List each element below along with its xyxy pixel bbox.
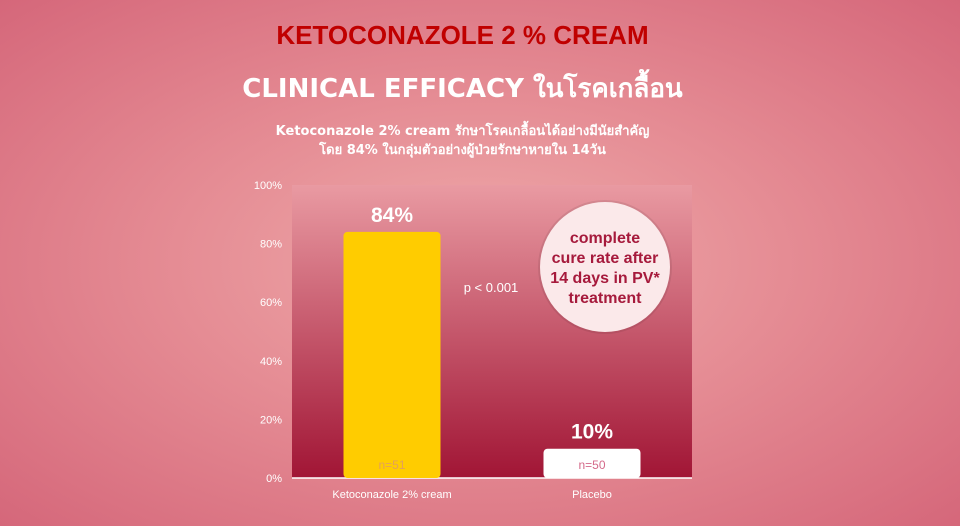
- y-axis: 0% 20% 40% 60% 80% 100%: [254, 180, 282, 485]
- callout-text-line: 14 days in PV*: [550, 270, 660, 287]
- callout-text-line: treatment: [569, 290, 643, 307]
- x-axis-labels: Ketoconazole 2% cream Placebo: [332, 489, 612, 501]
- chart-title: KETOCONAZOLE 2 % CREAM: [276, 20, 649, 50]
- callout-badge: complete cure rate after 14 days in PV* tre…: [538, 200, 672, 334]
- y-tick-label: 60%: [260, 297, 282, 309]
- y-tick-label: 20%: [260, 414, 282, 426]
- bar-sample-label: n=50: [578, 458, 605, 472]
- description-line-1: Ketoconazole 2% cream รักษาโรคเกลื้อนได้…: [275, 124, 650, 139]
- callout-text-line: cure rate after: [552, 250, 659, 267]
- y-tick-label: 80%: [260, 239, 282, 251]
- bar-placebo: [543, 448, 641, 478]
- bars: 84% n=51 10% n=50: [343, 204, 641, 478]
- bar-sample-label: n=51: [378, 458, 405, 472]
- bar-ketoconazole: [343, 231, 441, 478]
- p-value-annotation: p < 0.001: [464, 280, 519, 295]
- callout-circle: [540, 202, 670, 332]
- y-tick-label: 0%: [266, 473, 282, 485]
- bar-value-label: 84%: [371, 204, 413, 227]
- description-line-2: โดย 84% ในกลุ่มตัวอย่างผู้ป่วยรักษาหายใน…: [319, 143, 606, 158]
- y-tick-label: 40%: [260, 356, 282, 368]
- callout-text-line: complete: [570, 230, 640, 247]
- y-tick-label: 100%: [254, 180, 282, 192]
- x-tick-label: Placebo: [572, 489, 612, 501]
- bar-value-label: 10%: [571, 421, 613, 444]
- chart-subtitle: CLINICAL EFFICACY ในโรคเกลื้อน: [242, 74, 683, 104]
- x-tick-label: Ketoconazole 2% cream: [332, 489, 451, 501]
